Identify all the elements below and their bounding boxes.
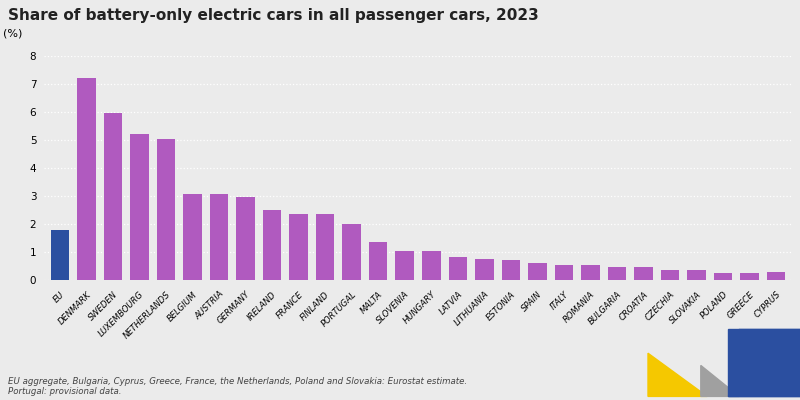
Bar [740,273,759,280]
Bar [395,250,414,280]
Bar [581,266,600,280]
Bar [157,138,175,280]
Bar [422,250,441,280]
Bar [475,259,494,280]
Bar [183,194,202,280]
Bar [236,196,255,280]
Bar [210,194,228,280]
Bar [263,210,282,280]
Bar [342,224,361,280]
Bar [528,263,546,280]
Polygon shape [648,353,707,396]
Bar [104,112,122,280]
Bar [661,270,679,280]
Bar [714,273,732,280]
Bar [290,214,308,280]
Bar [369,242,387,280]
Bar [130,134,149,280]
Bar [767,272,786,280]
Bar [687,270,706,280]
Text: Share of battery-only electric cars in all passenger cars, 2023: Share of battery-only electric cars in a… [8,8,538,23]
Polygon shape [728,330,800,396]
Polygon shape [701,366,739,396]
Bar [449,257,467,280]
Bar [554,265,573,280]
Text: EU aggregate, Bulgaria, Cyprus, Greece, France, the Netherlands, Poland and Slov: EU aggregate, Bulgaria, Cyprus, Greece, … [8,377,467,396]
Text: (%): (%) [3,28,22,38]
Bar [502,260,520,280]
Bar [77,78,96,280]
Polygon shape [728,330,800,396]
Bar [634,267,653,280]
Bar [50,230,69,280]
Bar [316,214,334,280]
Bar [608,267,626,280]
